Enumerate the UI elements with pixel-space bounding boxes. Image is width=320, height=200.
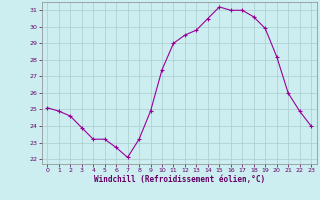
X-axis label: Windchill (Refroidissement éolien,°C): Windchill (Refroidissement éolien,°C) — [94, 175, 265, 184]
